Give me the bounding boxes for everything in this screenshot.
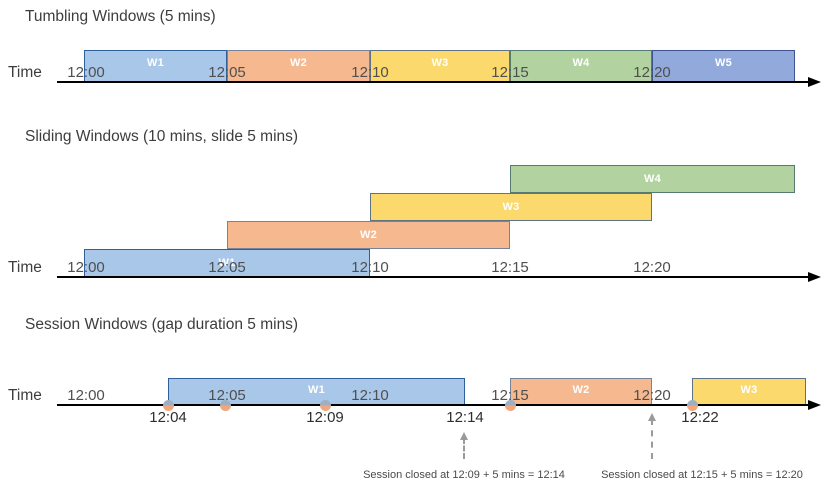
tumbling-tick-label-1210: 12:10 xyxy=(351,64,389,81)
event-time-label-1204: 12:04 xyxy=(149,409,187,426)
session-window-bar-w2: W2 xyxy=(510,378,652,405)
sliding-window-label-w2: W2 xyxy=(359,229,378,241)
tumbling-window-label-w5: W5 xyxy=(714,57,733,69)
session-timeline-axis xyxy=(57,404,808,406)
sliding-section-title: Sliding Windows (10 mins, slide 5 mins) xyxy=(25,128,299,145)
session-close-annotation: Session closed at 12:09 + 5 mins = 12:14 xyxy=(363,469,565,481)
tumbling-window-label-w4: W4 xyxy=(572,57,590,69)
session-window-label-w3: W3 xyxy=(740,383,758,396)
tumbling-tick-label-1215: 12:15 xyxy=(491,64,529,81)
tumbling-window-bar-w5: W5 xyxy=(652,50,795,82)
event-time-label-1222: 12:22 xyxy=(681,409,719,426)
sliding-timeline-axis xyxy=(57,276,808,278)
session-tick-label-1220: 12:20 xyxy=(633,387,671,404)
sliding-tick-label-1205: 12:05 xyxy=(208,259,246,276)
tumbling-time-axis-label: Time xyxy=(8,64,42,81)
session-tick-label-1205: 12:05 xyxy=(208,387,246,404)
session-tick-label-1210: 12:10 xyxy=(351,387,389,404)
arrow-up-icon xyxy=(460,432,468,440)
session-window-bar-w1: W1 xyxy=(168,378,465,405)
event-dot-icon xyxy=(162,399,174,411)
session-close-annotation: Session closed at 12:15 + 5 mins = 12:20 xyxy=(601,469,803,481)
session-window-label-w2: W2 xyxy=(572,383,590,396)
session-tick-label-1215: 12:15 xyxy=(491,387,529,404)
session-time-axis-label: Time xyxy=(8,387,42,404)
session-close-arrow xyxy=(651,419,653,459)
sliding-window-label-w4: W4 xyxy=(643,173,662,185)
sliding-tick-label-1200: 12:00 xyxy=(67,259,105,276)
sliding-window-bar-w4: W4 xyxy=(510,165,795,193)
sliding-window-bar-w2: W2 xyxy=(227,221,510,249)
tumbling-tick-label-1220: 12:20 xyxy=(633,64,671,81)
sliding-time-axis-label: Time xyxy=(8,259,42,276)
sliding-tick-label-1210: 12:10 xyxy=(351,259,389,276)
event-dot-icon xyxy=(319,399,331,411)
sliding-tick-label-1220: 12:20 xyxy=(633,259,671,276)
sliding-window-label-w1: W1 xyxy=(218,257,236,269)
tumbling-timeline-axis xyxy=(57,81,808,83)
tumbling-window-bar-w2: W2 xyxy=(227,50,370,82)
session-section-title: Session Windows (gap duration 5 mins) xyxy=(25,316,299,333)
tumbling-window-bar-w1: W1 xyxy=(84,50,227,82)
event-time-label-1214: 12:14 xyxy=(446,409,484,426)
tumbling-timeline-arrowhead-icon xyxy=(808,77,821,87)
session-tick-label-1200: 12:00 xyxy=(67,387,105,404)
tumbling-window-bar-w3: W3 xyxy=(370,50,510,82)
tumbling-window-label-w3: W3 xyxy=(431,57,449,69)
tumbling-tick-label-1205: 12:05 xyxy=(208,64,246,81)
event-time-label-1209: 12:09 xyxy=(306,409,344,426)
sliding-window-bar-w3: W3 xyxy=(370,193,652,221)
session-window-bar-w3: W3 xyxy=(692,378,806,405)
event-dot-icon xyxy=(219,399,231,411)
sliding-window-bar-w1: W1 xyxy=(84,249,370,277)
sliding-tick-label-1215: 12:15 xyxy=(491,259,529,276)
tumbling-tick-label-1200: 12:00 xyxy=(67,64,105,81)
event-dot-icon xyxy=(504,399,516,411)
tumbling-section-title: Tumbling Windows (5 mins) xyxy=(25,8,216,25)
event-dot-icon xyxy=(686,399,698,411)
tumbling-window-label-w2: W2 xyxy=(289,57,308,69)
tumbling-window-label-w1: W1 xyxy=(146,57,165,69)
tumbling-window-bar-w4: W4 xyxy=(510,50,652,82)
arrow-up-icon xyxy=(648,413,656,421)
session-window-label-w1: W1 xyxy=(307,383,326,396)
sliding-timeline-arrowhead-icon xyxy=(808,272,821,282)
session-timeline-arrowhead-icon xyxy=(808,400,821,410)
session-close-arrow xyxy=(463,438,465,459)
sliding-window-label-w3: W3 xyxy=(502,201,520,213)
